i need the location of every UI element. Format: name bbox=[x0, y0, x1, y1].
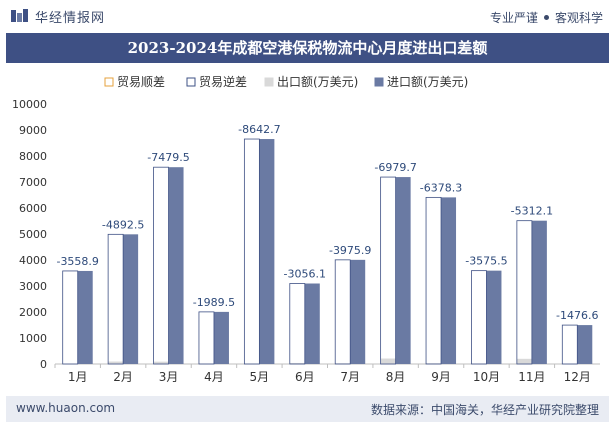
import-bar bbox=[168, 167, 184, 364]
deficit-marker bbox=[516, 220, 533, 365]
chart-title: 2023-2024年成都空港保税物流中心月度进出口差额 bbox=[127, 39, 488, 57]
export-bar bbox=[380, 358, 396, 364]
deficit-marker bbox=[561, 324, 578, 365]
import-bar bbox=[123, 234, 139, 364]
legend-swatch-0 bbox=[104, 77, 114, 87]
deficit-marker bbox=[380, 176, 397, 365]
data-label: -3056.1 bbox=[284, 268, 326, 281]
deficit-marker bbox=[62, 270, 79, 365]
export-bar bbox=[108, 361, 124, 364]
x-tick-label: 10月 bbox=[473, 370, 500, 384]
y-tick-label: 4000 bbox=[19, 254, 47, 267]
footer-source: 数据来源：中国海关，华经产业研究院整理 bbox=[370, 403, 599, 417]
tagline-right: 客观科学 bbox=[554, 11, 603, 25]
import-bar bbox=[486, 270, 502, 364]
data-label: -1476.6 bbox=[556, 309, 598, 322]
chart-svg: 贸易顺差 贸易逆差 出口额(万美元) 进口额(万美元) 0 1000 2000 3000 400… bbox=[12, 74, 600, 384]
import-bar bbox=[350, 259, 366, 364]
footer: www.huaon.com 数据来源：中国海关，华经产业研究院整理 bbox=[6, 396, 609, 422]
deficit-marker bbox=[289, 283, 306, 365]
x-tick-label: 11月 bbox=[518, 370, 545, 384]
x-tick-label: 3月 bbox=[159, 370, 179, 384]
import-bar bbox=[304, 283, 320, 364]
chart-area: 贸易顺差 贸易逆差 出口额(万美元) 进口额(万美元) 0 1000 2000 3000 400… bbox=[0, 64, 615, 394]
tagline-left: 专业严谨 bbox=[489, 11, 538, 25]
import-bar bbox=[213, 311, 229, 364]
legend-swatch-3 bbox=[374, 77, 384, 87]
y-tick-label: 7000 bbox=[19, 176, 47, 189]
x-tick-label: 8月 bbox=[386, 370, 406, 384]
import-bar bbox=[77, 270, 93, 364]
y-tick-label: 8000 bbox=[19, 150, 47, 163]
legend-label-0: 贸易顺差 bbox=[117, 75, 165, 89]
data-label: -3975.9 bbox=[329, 244, 371, 257]
x-tick-label: 12月 bbox=[564, 370, 591, 384]
data-label: -3558.9 bbox=[56, 255, 98, 268]
title-bar: 2023-2024年成都空港保税物流中心月度进出口差额 bbox=[6, 33, 609, 63]
import-bar bbox=[531, 220, 547, 364]
data-label: -3575.5 bbox=[465, 255, 507, 268]
import-bar bbox=[259, 139, 275, 364]
import-bar bbox=[395, 177, 411, 364]
export-bar bbox=[516, 358, 532, 364]
data-label: -7479.5 bbox=[147, 151, 189, 164]
export-bar bbox=[153, 361, 169, 364]
x-tick-label: 9月 bbox=[431, 370, 451, 384]
brand-logo-icon bbox=[11, 9, 28, 22]
brand-name: 华经情报网 bbox=[35, 10, 106, 26]
brand: 华经情报网 bbox=[10, 7, 106, 26]
y-tick-label: 9000 bbox=[19, 124, 47, 137]
deficit-marker bbox=[153, 166, 169, 365]
x-tick-label: 4月 bbox=[204, 370, 224, 384]
data-label: -1989.5 bbox=[193, 296, 235, 309]
export-bar bbox=[289, 362, 305, 364]
import-bar bbox=[441, 197, 457, 364]
legend-label-1: 贸易逆差 bbox=[199, 74, 247, 89]
y-tick-label: 3000 bbox=[19, 280, 47, 293]
top-header: 华经情报网 专业严谨 客观科学 bbox=[0, 0, 615, 32]
data-label: -4892.5 bbox=[102, 218, 144, 231]
deficit-marker bbox=[243, 138, 260, 365]
data-label: -6378.3 bbox=[420, 181, 462, 194]
data-label: -6979.7 bbox=[374, 161, 416, 174]
deficit-marker bbox=[107, 233, 124, 365]
import-bar bbox=[577, 325, 593, 364]
x-tick-label: 1月 bbox=[68, 370, 88, 384]
deficit-marker bbox=[334, 259, 351, 365]
tagline: 专业严谨 客观科学 bbox=[490, 9, 603, 26]
y-tick-label: 0 bbox=[40, 358, 47, 371]
legend-label-2: 出口额(万美元) bbox=[277, 75, 358, 89]
legend-label-3: 进口额(万美元) bbox=[387, 75, 468, 89]
deficit-marker bbox=[425, 196, 442, 365]
y-tick-label: 10000 bbox=[12, 98, 47, 111]
x-tick-label: 7月 bbox=[340, 370, 360, 384]
legend-swatch-2 bbox=[264, 77, 274, 87]
legend-swatch-1 bbox=[186, 77, 196, 87]
footer-website: www.huaon.com bbox=[16, 401, 116, 415]
tagline-dot-icon bbox=[543, 15, 549, 20]
data-label: -5312.1 bbox=[511, 205, 553, 218]
x-tick-label: 2月 bbox=[113, 370, 133, 384]
deficit-marker bbox=[198, 311, 215, 365]
y-tick-label: 2000 bbox=[19, 306, 47, 319]
x-tick-label: 5月 bbox=[250, 370, 270, 384]
x-tick-label: 6月 bbox=[295, 370, 315, 384]
y-tick-label: 1000 bbox=[19, 332, 47, 345]
data-label: -8642.7 bbox=[238, 123, 280, 136]
deficit-marker bbox=[471, 270, 487, 365]
y-tick-label: 5000 bbox=[19, 228, 47, 241]
y-tick-label: 6000 bbox=[19, 202, 47, 215]
